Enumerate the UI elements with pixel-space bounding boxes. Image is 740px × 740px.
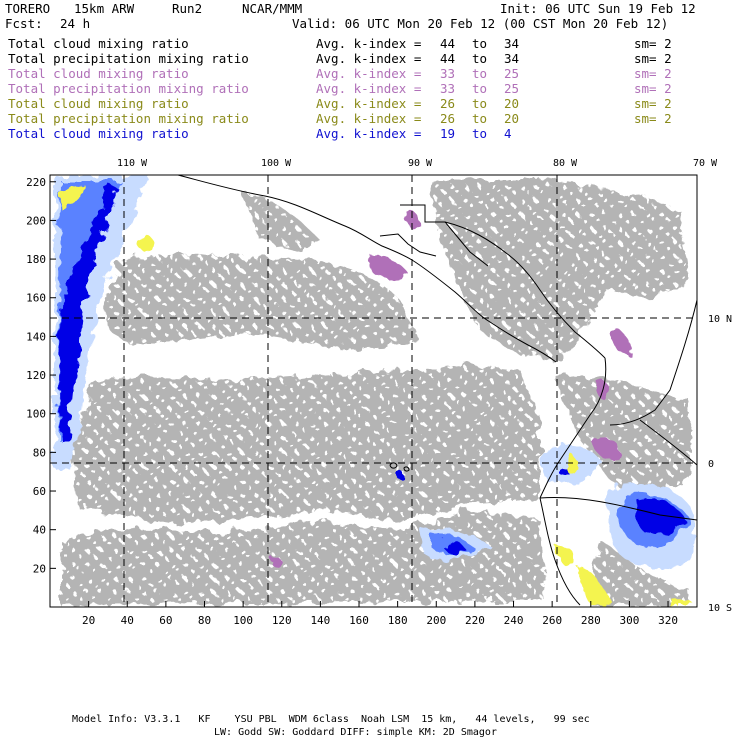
legend-row-1-k-to: 34 xyxy=(504,36,520,51)
model-name: TORERO xyxy=(5,1,51,16)
forecast-hour: 24 h xyxy=(60,16,91,31)
y-tick-label-60: 60 xyxy=(33,485,46,498)
x-tick-label-100: 100 xyxy=(233,614,253,627)
legend-row-6-name: Total precipitation mixing ratio xyxy=(8,111,249,126)
y-tick-label-120: 120 xyxy=(26,369,46,382)
legend-row-6-k-to: 20 xyxy=(504,111,520,126)
longitude-label-5: 70 W xyxy=(693,158,718,169)
coastline xyxy=(177,174,698,606)
legend-row-5-name: Total cloud mixing ratio xyxy=(8,96,189,111)
y-tick-label-20: 20 xyxy=(33,562,46,575)
run-label: Run2 xyxy=(172,1,203,16)
legend-row-4-k-to: 25 xyxy=(504,81,520,96)
x-tick-label-320: 320 xyxy=(658,614,678,627)
longitude-label-1: 110 W xyxy=(117,158,148,169)
legend-row-3-sm: sm= 2 xyxy=(634,66,672,81)
y-tick-label-80: 80 xyxy=(33,446,46,459)
upper-cloud-field xyxy=(60,185,695,605)
org-label: NCAR/MMM xyxy=(242,1,303,16)
longitude-label-3: 90 W xyxy=(408,158,433,169)
y-tick-label-160: 160 xyxy=(26,292,46,305)
x-tick-label-80: 80 xyxy=(198,614,211,627)
legend-row-5-k-to: 20 xyxy=(504,96,520,111)
x-tick-label-300: 300 xyxy=(619,614,639,627)
longitude-label-4: 80 W xyxy=(553,158,578,169)
y-tick-label-220: 220 xyxy=(26,176,46,189)
y-tick-label-200: 200 xyxy=(26,214,46,227)
x-tick-label-40: 40 xyxy=(121,614,134,627)
legend-row-1-name: Total cloud mixing ratio xyxy=(8,36,189,51)
x-tick-label-200: 200 xyxy=(426,614,446,627)
legend-row-6-sm: sm= 2 xyxy=(634,111,672,126)
legend-row-3-k-to: 25 xyxy=(504,66,520,81)
physics-info: LW: Godd SW: Goddard DIFF: simple KM: 2D… xyxy=(214,727,497,738)
x-tick-label-240: 240 xyxy=(504,614,524,627)
latitude-label-3: 10 S xyxy=(708,603,732,614)
y-tick-label-180: 180 xyxy=(26,253,46,266)
x-tick-label-220: 220 xyxy=(465,614,485,627)
legend-row-3-to: to xyxy=(472,66,488,81)
legend-row-2-avg: Avg. k-index = xyxy=(316,51,422,66)
latitude-label-2: 0 xyxy=(708,459,714,470)
graticule xyxy=(50,175,697,607)
y-tick-label-100: 100 xyxy=(26,408,46,421)
legend-row-2-k-from: 44 xyxy=(440,51,456,66)
legend-row-5-sm: sm= 2 xyxy=(634,96,672,111)
x-tick-label-60: 60 xyxy=(159,614,172,627)
legend-row-2-k-to: 34 xyxy=(504,51,520,66)
resolution-label: 15km ARW xyxy=(74,1,135,16)
mid-cloud-field xyxy=(269,209,631,567)
legend-row-7-k-from: 19 xyxy=(440,126,456,141)
axis-ticks xyxy=(50,181,669,607)
plot-frame xyxy=(49,174,698,608)
x-tick-label-140: 140 xyxy=(310,614,330,627)
low-cloud-field xyxy=(60,180,690,605)
valid-time: Valid: 06 UTC Mon 20 Feb 12 (00 CST Mon … xyxy=(292,16,669,31)
y-tick-label-40: 40 xyxy=(33,524,46,537)
legend-row-1-to: to xyxy=(472,36,488,51)
legend-row-2-sm: sm= 2 xyxy=(634,51,672,66)
legend-row-1-k-from: 44 xyxy=(440,36,456,51)
legend-row-5-avg: Avg. k-index = xyxy=(316,96,422,111)
legend-row-7-name: Total cloud mixing ratio xyxy=(8,126,189,141)
longitude-label-2: 100 W xyxy=(261,158,292,169)
legend-row-4-k-from: 33 xyxy=(440,81,456,96)
legend-row-1-avg: Avg. k-index = xyxy=(316,36,422,51)
legend-row-5-k-from: 26 xyxy=(440,96,456,111)
legend-row-7-k-to: 4 xyxy=(504,126,512,141)
x-tick-label-180: 180 xyxy=(388,614,408,627)
x-tick-label-260: 260 xyxy=(542,614,562,627)
legend-row-4-avg: Avg. k-index = xyxy=(316,81,422,96)
legend-row-4-name: Total precipitation mixing ratio xyxy=(8,81,249,96)
x-tick-label-280: 280 xyxy=(581,614,601,627)
legend-row-6-k-from: 26 xyxy=(440,111,456,126)
axis-tick-labels: 20 40 60 80 100 120 140 160 180 200 220 240 260 280 30… xyxy=(26,176,678,627)
legend-row-5-to: to xyxy=(472,96,488,111)
x-tick-label-120: 120 xyxy=(272,614,292,627)
legend-row-6-to: to xyxy=(472,111,488,126)
legend-row-7-to: to xyxy=(472,126,488,141)
legend-row-2-to: to xyxy=(472,51,488,66)
model-info: Model Info: V3.3.1 KF YSU PBL WDM 6class… xyxy=(72,714,590,725)
legend-row-3-k-from: 33 xyxy=(440,66,456,81)
y-tick-label-140: 140 xyxy=(26,330,46,343)
geo-labels: 110 W 100 W 90 W 80 W 70 W 10 N 0 10 S xyxy=(117,158,732,614)
legend-row-3-name: Total cloud mixing ratio xyxy=(8,66,189,81)
latitude-label-1: 10 N xyxy=(708,314,732,325)
legend-row-4-to: to xyxy=(472,81,488,96)
legend-row-2-name: Total precipitation mixing ratio xyxy=(8,51,249,66)
legend-row-1-sm: sm= 2 xyxy=(634,36,672,51)
legend-row-4-sm: sm= 2 xyxy=(634,81,672,96)
legend-row-7-avg: Avg. k-index = xyxy=(316,126,422,141)
forecast-label: Fcst: xyxy=(5,16,43,31)
legend-row-6-avg: Avg. k-index = xyxy=(316,111,422,126)
legend-row-3-avg: Avg. k-index = xyxy=(316,66,422,81)
x-tick-label-160: 160 xyxy=(349,614,369,627)
x-tick-label-20: 20 xyxy=(82,614,95,627)
init-time: Init: 06 UTC Sun 19 Feb 12 xyxy=(500,1,696,16)
